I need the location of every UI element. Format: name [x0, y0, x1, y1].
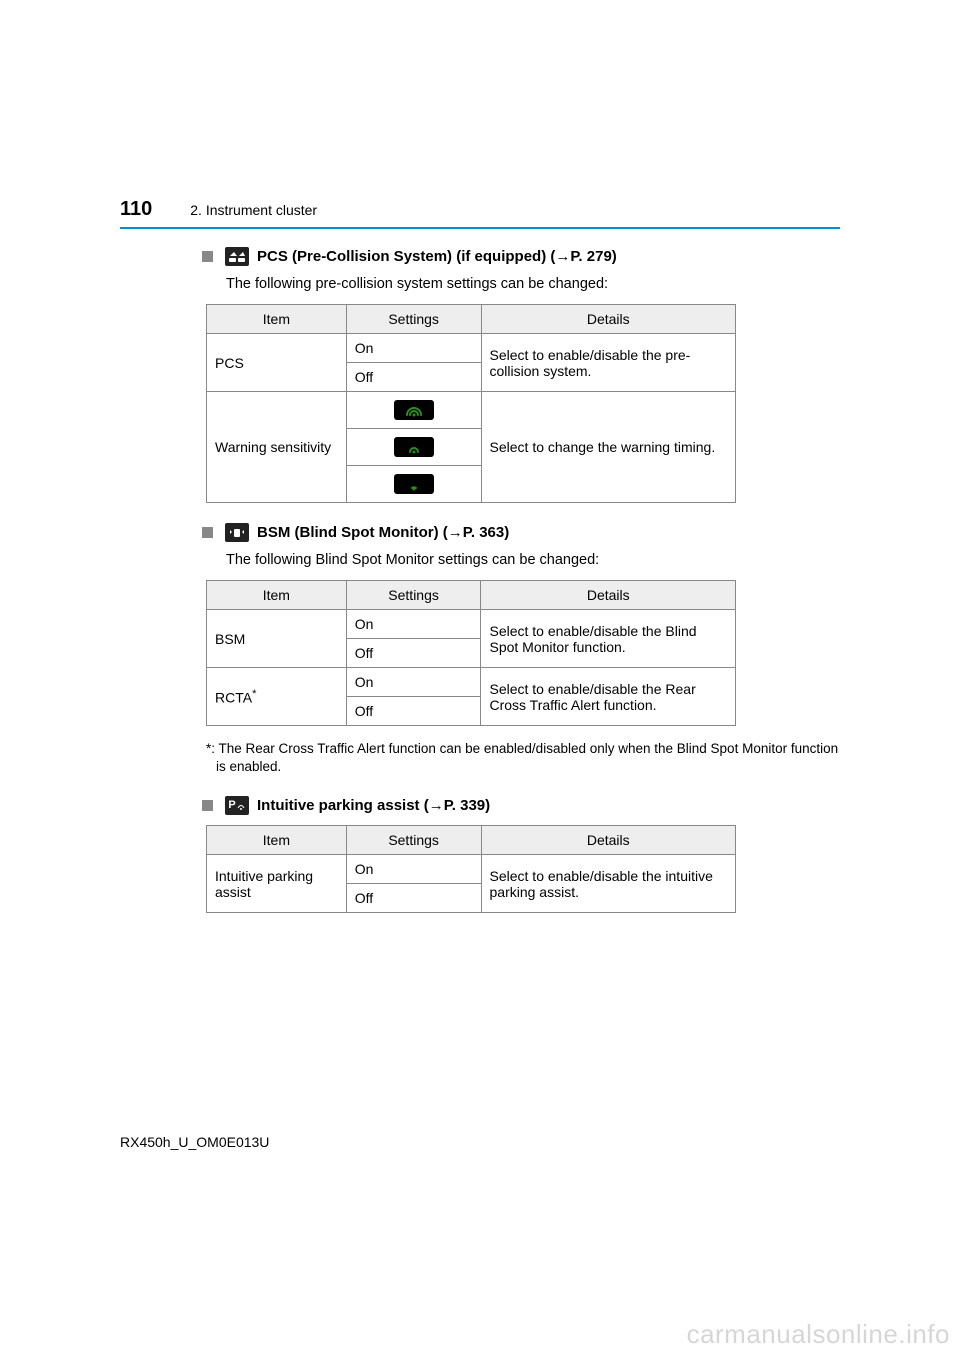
section-title: BSM (Blind Spot Monitor) (→P. 363) [257, 524, 509, 541]
chapter-title: 2. Instrument cluster [190, 202, 317, 218]
col-settings: Settings [346, 826, 481, 855]
bsm-settings-table: Item Settings Details BSM On Select to e… [206, 580, 736, 726]
cell-setting: Off [346, 639, 481, 668]
table-header-row: Item Settings Details [207, 581, 736, 610]
sensitivity-low-icon [394, 474, 434, 494]
sensitivity-high-icon [394, 400, 434, 420]
cell-item: BSM [207, 610, 347, 668]
cell-setting: Off [346, 884, 481, 913]
page-header: 110 2. Instrument cluster [120, 198, 840, 229]
cell-setting-icon [346, 429, 481, 466]
cell-setting: Off [346, 697, 481, 726]
cell-item: Intuitive parking assist [207, 855, 347, 913]
cell-setting-icon [346, 466, 481, 503]
section-title: PCS (Pre-Collision System) (if equipped)… [257, 248, 617, 265]
pcs-settings-table: Item Settings Details PCS On Select to e… [206, 304, 736, 503]
cell-setting: On [346, 610, 481, 639]
section-title: Intuitive parking assist (→P. 339) [257, 797, 490, 814]
cell-setting: On [346, 855, 481, 884]
table-row: Warning sensitivity Select to change the… [207, 392, 736, 429]
square-bullet-icon [202, 800, 213, 811]
square-bullet-icon [202, 251, 213, 262]
table-header-row: Item Settings Details [207, 305, 736, 334]
section-bsm: BSM (Blind Spot Monitor) (→P. 363) The f… [202, 523, 840, 776]
cell-setting: Off [346, 363, 481, 392]
page-number: 110 [120, 198, 152, 221]
table-header-row: Item Settings Details [207, 826, 736, 855]
pcs-icon [225, 247, 249, 266]
cell-setting-icon [346, 392, 481, 429]
cell-item: Warning sensitivity [207, 392, 347, 503]
table-row: Intuitive parking assist On Select to en… [207, 855, 736, 884]
document-id: RX450h_U_OM0E013U [120, 1134, 269, 1150]
section-heading: PCS (Pre-Collision System) (if equipped)… [202, 247, 840, 266]
icon-letter: P [228, 800, 235, 811]
col-details: Details [481, 305, 735, 334]
square-bullet-icon [202, 527, 213, 538]
col-settings: Settings [346, 581, 481, 610]
section-description: The following Blind Spot Monitor setting… [226, 552, 840, 568]
cell-item: RCTA* [207, 668, 347, 726]
cell-item: PCS [207, 334, 347, 392]
page-content: 110 2. Instrument cluster PCS (Pre-Colli… [0, 0, 960, 973]
ipa-settings-table: Item Settings Details Intuitive parking … [206, 825, 736, 913]
sensitivity-mid-icon [394, 437, 434, 457]
cell-details: Select to enable/disable the intuitive p… [481, 855, 736, 913]
section-heading: P Intuitive parking assist (→P. 339) [202, 796, 840, 815]
cell-setting: On [346, 334, 481, 363]
section-ipa: P Intuitive parking assist (→P. 339) Ite… [202, 796, 840, 913]
cell-details: Select to enable/disable the pre-collisi… [481, 334, 735, 392]
cell-details: Select to enable/disable the Blind Spot … [481, 610, 736, 668]
col-item: Item [207, 826, 347, 855]
col-details: Details [481, 581, 736, 610]
section-pcs: PCS (Pre-Collision System) (if equipped)… [202, 247, 840, 503]
col-settings: Settings [346, 305, 481, 334]
table-row: BSM On Select to enable/disable the Blin… [207, 610, 736, 639]
footnote: *: The Rear Cross Traffic Alert function… [206, 740, 840, 776]
section-heading: BSM (Blind Spot Monitor) (→P. 363) [202, 523, 840, 542]
bsm-icon [225, 523, 249, 542]
section-description: The following pre-collision system setti… [226, 276, 840, 292]
watermark: carmanualsonline.info [687, 1319, 950, 1350]
cell-details: Select to enable/disable the Rear Cross … [481, 668, 736, 726]
col-item: Item [207, 581, 347, 610]
cell-setting: On [346, 668, 481, 697]
table-row: PCS On Select to enable/disable the pre-… [207, 334, 736, 363]
cell-details: Select to change the warning timing. [481, 392, 735, 503]
col-item: Item [207, 305, 347, 334]
table-row: RCTA* On Select to enable/disable the Re… [207, 668, 736, 697]
col-details: Details [481, 826, 736, 855]
parking-assist-icon: P [225, 796, 249, 815]
